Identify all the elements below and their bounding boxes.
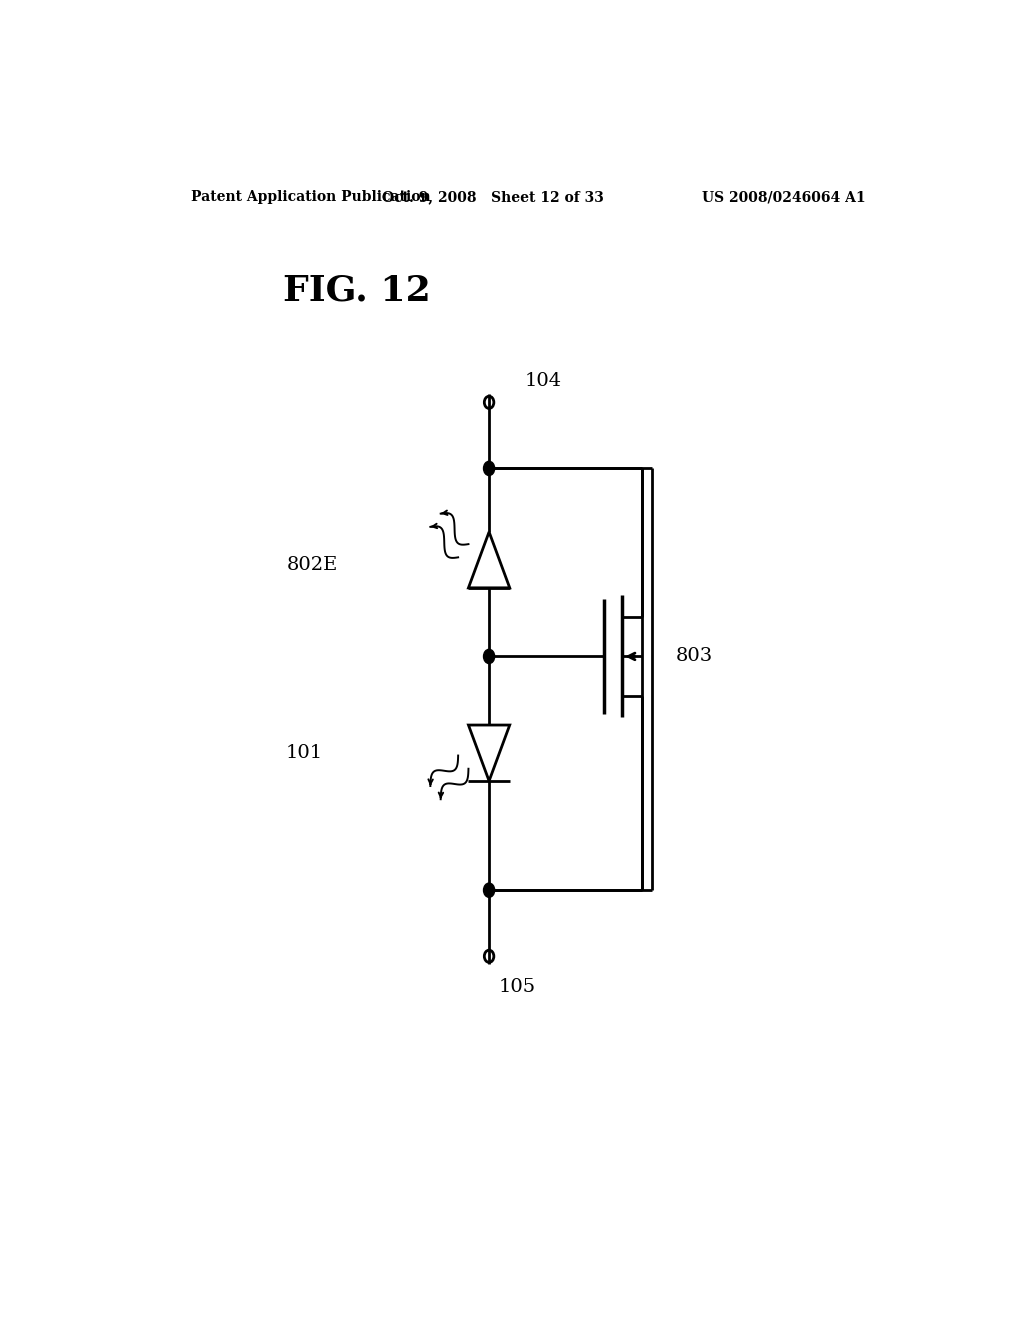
Circle shape (483, 461, 495, 475)
Text: FIG. 12: FIG. 12 (283, 273, 430, 308)
Text: 104: 104 (524, 372, 562, 391)
Text: Oct. 9, 2008   Sheet 12 of 33: Oct. 9, 2008 Sheet 12 of 33 (382, 190, 604, 205)
Text: Patent Application Publication: Patent Application Publication (191, 190, 431, 205)
Text: 803: 803 (676, 647, 713, 665)
Text: US 2008/0246064 A1: US 2008/0246064 A1 (702, 190, 866, 205)
Text: 101: 101 (286, 744, 323, 762)
Circle shape (483, 883, 495, 898)
Text: 802E: 802E (287, 556, 338, 574)
Text: 105: 105 (499, 978, 536, 995)
Circle shape (483, 649, 495, 664)
